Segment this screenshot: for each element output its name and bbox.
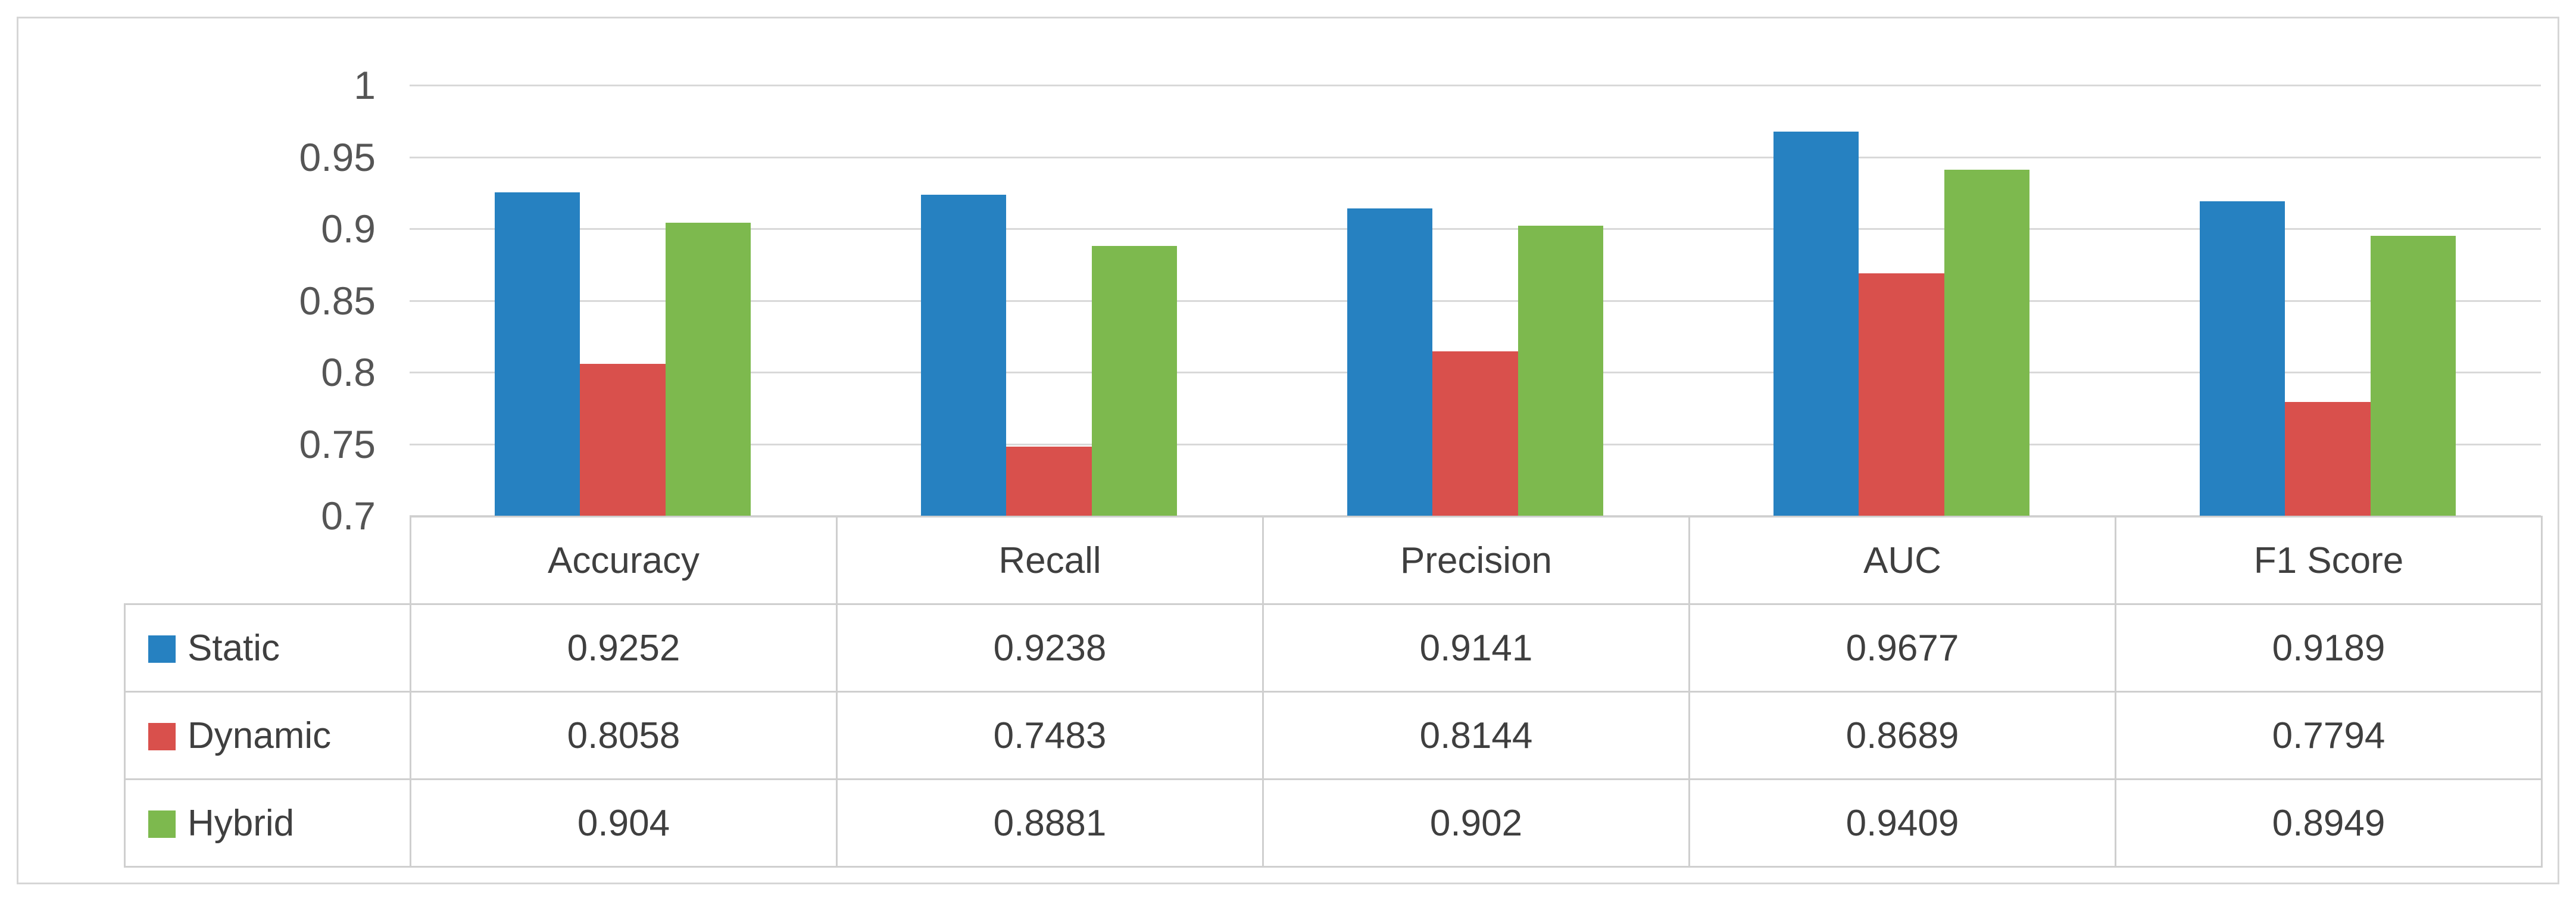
chart-figure: 1 0.95 0.9 0.85 0.8 0.75 0.7 Accuracy Recall Pre… — [17, 17, 2559, 884]
bar-dynamic-accuracy — [580, 364, 666, 516]
gridline — [410, 515, 2541, 517]
column-header-precision: Precision — [1262, 516, 1690, 605]
table-cell-static-recall: 0.9238 — [836, 603, 1264, 693]
table-cell-dynamic-f1-score: 0.7794 — [2115, 691, 2543, 780]
y-axis-tick-label: 0.85 — [299, 278, 376, 323]
bar-static-auc — [1773, 131, 1859, 516]
gridline — [410, 300, 2541, 302]
bar-group-auc — [1773, 85, 2029, 516]
series-row-hybrid: Hybrid 0.904 0.8881 0.902 0.9409 0.8949 — [124, 778, 2543, 868]
y-axis-tick-label: 0.75 — [299, 422, 376, 466]
table-cell-dynamic-recall: 0.7483 — [836, 691, 1264, 780]
bar-static-precision — [1347, 208, 1433, 516]
series-label-cell-hybrid: Hybrid — [124, 778, 411, 868]
table-header-row: Accuracy Recall Precision AUC F1 Score — [125, 516, 2543, 605]
y-axis: 1 0.95 0.9 0.85 0.8 0.75 0.7 — [18, 66, 376, 535]
column-header-f1-score: F1 Score — [2115, 516, 2543, 605]
table-cell-static-precision: 0.9141 — [1262, 603, 1690, 693]
column-header-recall: Recall — [836, 516, 1264, 605]
series-label-cell-dynamic: Dynamic — [124, 691, 411, 780]
column-header-auc: AUC — [1688, 516, 2116, 605]
bar-static-recall — [921, 194, 1007, 516]
gridline — [410, 228, 2541, 230]
y-axis-tick-label: 1 — [354, 63, 376, 107]
gridline — [410, 156, 2541, 158]
table-cell-static-auc: 0.9677 — [1688, 603, 2116, 693]
category-column-auc — [1688, 85, 2115, 516]
bar-static-accuracy — [495, 192, 580, 516]
bar-group-f1-score — [2200, 85, 2456, 516]
y-axis-tick-label: 0.95 — [299, 135, 376, 179]
table-corner — [125, 517, 411, 604]
bar-dynamic-auc — [1859, 273, 1944, 516]
legend-swatch-static — [148, 635, 176, 663]
bar-group-recall — [921, 85, 1177, 516]
bar-dynamic-precision — [1432, 351, 1518, 516]
series-row-static: Static 0.9252 0.9238 0.9141 0.9677 0.9189 — [124, 603, 2543, 693]
table-cell-dynamic-accuracy: 0.8058 — [410, 691, 838, 780]
table-cell-hybrid-precision: 0.902 — [1262, 778, 1690, 868]
bar-hybrid-recall — [1091, 245, 1177, 516]
legend-swatch-hybrid — [148, 810, 176, 838]
bar-hybrid-f1-score — [2370, 236, 2456, 516]
series-name-hybrid: Hybrid — [188, 802, 295, 844]
series-name-dynamic: Dynamic — [188, 715, 332, 756]
bar-group-precision — [1347, 85, 1603, 516]
category-column-f1-score — [2115, 85, 2541, 516]
series-label-cell-static: Static — [124, 603, 411, 693]
bar-dynamic-recall — [1006, 446, 1092, 516]
table-cell-dynamic-precision: 0.8144 — [1262, 691, 1690, 780]
table-cell-dynamic-auc: 0.8689 — [1688, 691, 2116, 780]
column-header-accuracy: Accuracy — [410, 516, 838, 605]
plot-area — [410, 85, 2541, 517]
table-cell-hybrid-recall: 0.8881 — [836, 778, 1264, 868]
category-column-accuracy — [410, 85, 836, 516]
bar-hybrid-accuracy — [665, 223, 751, 516]
bar-hybrid-precision — [1518, 226, 1603, 516]
bar-dynamic-f1-score — [2285, 401, 2371, 516]
bar-static-f1-score — [2200, 201, 2285, 516]
gridline — [410, 85, 2541, 86]
legend-swatch-dynamic — [148, 722, 176, 750]
series-row-dynamic: Dynamic 0.8058 0.7483 0.8144 0.8689 0.7794 — [124, 691, 2543, 780]
category-column-recall — [836, 85, 1262, 516]
y-axis-tick-label: 0.9 — [321, 207, 376, 251]
y-axis-tick-label: 0.8 — [321, 350, 376, 394]
category-column-precision — [1262, 85, 1688, 516]
table-cell-hybrid-auc: 0.9409 — [1688, 778, 2116, 868]
bar-group-accuracy — [495, 85, 751, 516]
bar-hybrid-auc — [1944, 170, 2029, 516]
table-cell-static-f1-score: 0.9189 — [2115, 603, 2543, 693]
bar-columns — [410, 85, 2541, 516]
y-axis-tick-label: 0.7 — [321, 494, 376, 538]
data-table: Accuracy Recall Precision AUC F1 Score Static… — [124, 516, 2543, 868]
table-cell-static-accuracy: 0.9252 — [410, 603, 838, 693]
table-cell-hybrid-accuracy: 0.904 — [410, 778, 838, 868]
series-name-static: Static — [188, 627, 280, 669]
table-cell-hybrid-f1-score: 0.8949 — [2115, 778, 2543, 868]
